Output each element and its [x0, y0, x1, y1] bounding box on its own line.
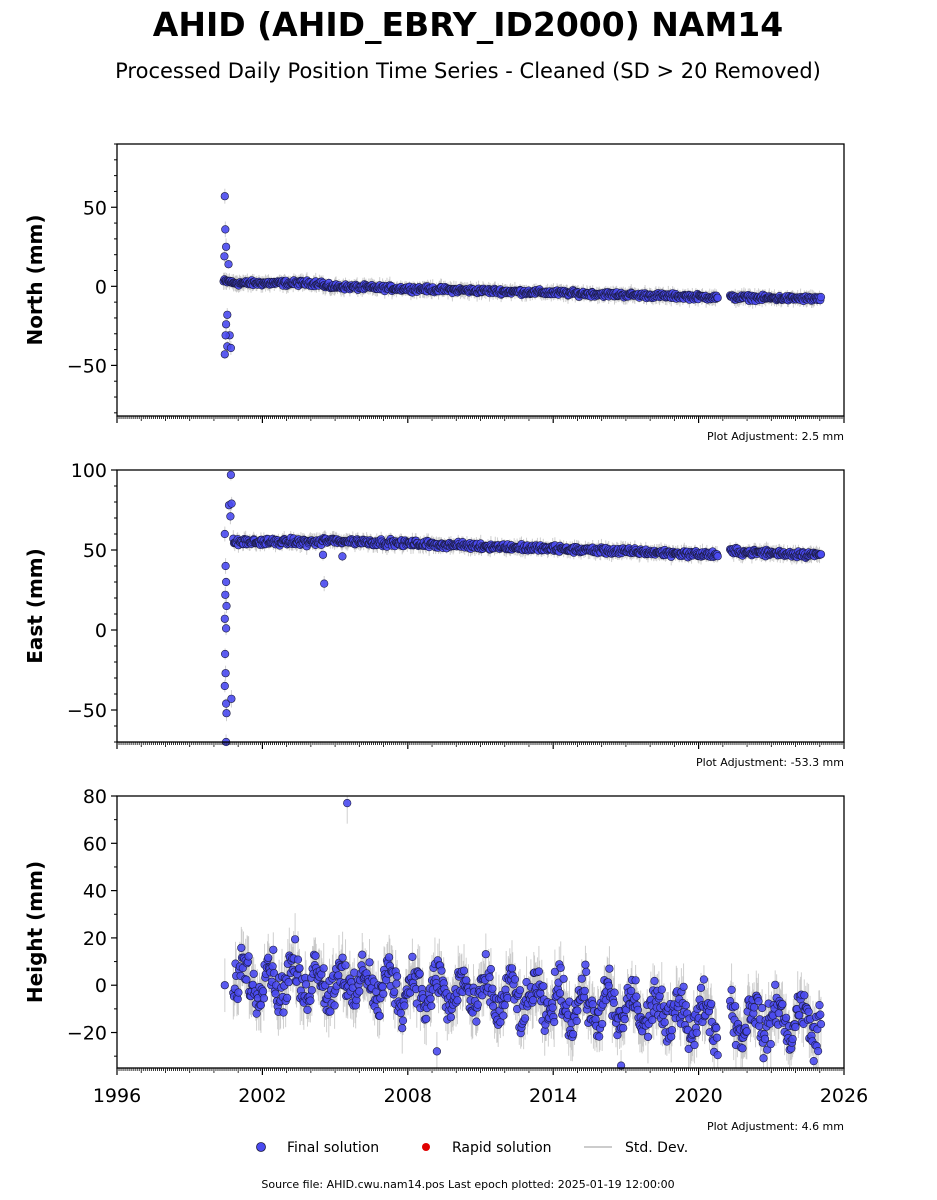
- data-point: [220, 529, 229, 539]
- data-point: [221, 649, 230, 659]
- plot-adjustment: Plot Adjustment: -53.3 mm: [696, 756, 844, 769]
- data-point: [222, 242, 231, 251]
- data-point: [221, 590, 230, 599]
- data-point: [224, 260, 233, 269]
- data-point: [291, 935, 300, 944]
- data-point: [223, 310, 232, 319]
- data-point: [220, 192, 229, 201]
- plot-adjustment: Plot Adjustment: 2.5 mm: [707, 430, 844, 443]
- data-point: [242, 975, 251, 984]
- data-point: [222, 709, 231, 718]
- data-point: [221, 331, 230, 340]
- data-point: [334, 971, 343, 980]
- data-point: [226, 512, 235, 521]
- data-point: [307, 986, 316, 995]
- data-points: [219, 192, 826, 359]
- data-point: [303, 1005, 312, 1015]
- data-point: [222, 577, 231, 587]
- data-point: [301, 980, 311, 989]
- y-tick-label: 50: [83, 197, 107, 219]
- data-point: [227, 694, 236, 703]
- data-point: [226, 470, 235, 479]
- data-points: [220, 798, 826, 1070]
- data-point: [320, 579, 329, 588]
- y-tick-label: 0: [95, 620, 107, 642]
- data-point: [816, 550, 826, 559]
- y-tick-label: 100: [71, 460, 107, 482]
- data-point: [330, 1001, 339, 1010]
- data-point: [226, 343, 235, 353]
- data-point: [283, 993, 292, 1003]
- data-point: [221, 669, 230, 678]
- data-point: [237, 943, 246, 953]
- data-point: [284, 978, 293, 987]
- data-point: [269, 945, 278, 954]
- data-point: [220, 681, 229, 691]
- data-points: [220, 470, 826, 747]
- data-point: [249, 969, 258, 978]
- figure-subtitle: Processed Daily Position Time Series - C…: [115, 59, 821, 83]
- data-point: [306, 996, 315, 1005]
- figure-title: AHID (AHID_EBRY_ID2000) NAM14: [153, 5, 783, 44]
- data-point: [293, 955, 303, 964]
- std-dev-bars: [223, 188, 822, 359]
- y-axis-label: East (mm): [23, 548, 47, 664]
- data-point: [318, 550, 328, 559]
- data-point: [264, 953, 273, 962]
- data-point: [220, 252, 229, 261]
- data-point: [222, 624, 231, 633]
- data-point: [222, 320, 231, 329]
- data-point: [221, 225, 230, 234]
- data-point: [259, 994, 269, 1003]
- data-point: [220, 614, 229, 623]
- y-tick-label: 50: [83, 540, 107, 562]
- data-point: [244, 952, 253, 961]
- y-tick-label: 0: [95, 276, 107, 298]
- data-point: [713, 552, 722, 561]
- data-point: [311, 951, 320, 960]
- data-point: [220, 350, 229, 359]
- data-point: [319, 964, 328, 973]
- data-point: [234, 988, 243, 997]
- y-tick-label: −50: [67, 700, 107, 722]
- std-dev-bars: [224, 470, 822, 742]
- data-point: [271, 989, 280, 998]
- data-point: [252, 1009, 261, 1018]
- data-point: [227, 499, 236, 508]
- data-point: [268, 962, 277, 971]
- data-point: [279, 1008, 288, 1017]
- panel-2: −50 0 50 100 East (mm) Plot Adjustment: -53.3…: [23, 460, 845, 769]
- data-point: [222, 601, 231, 611]
- data-point: [221, 561, 230, 571]
- panel-1: −50 0 50 North (mm) Plot Adjustment: 2.5 mm: [23, 143, 845, 443]
- y-tick-label: −50: [67, 355, 107, 377]
- data-point: [713, 293, 722, 302]
- y-axis-label: North (mm): [23, 214, 47, 345]
- data-point: [816, 293, 826, 302]
- data-point: [338, 552, 347, 561]
- data-point: [259, 987, 268, 996]
- data-point: [295, 964, 304, 973]
